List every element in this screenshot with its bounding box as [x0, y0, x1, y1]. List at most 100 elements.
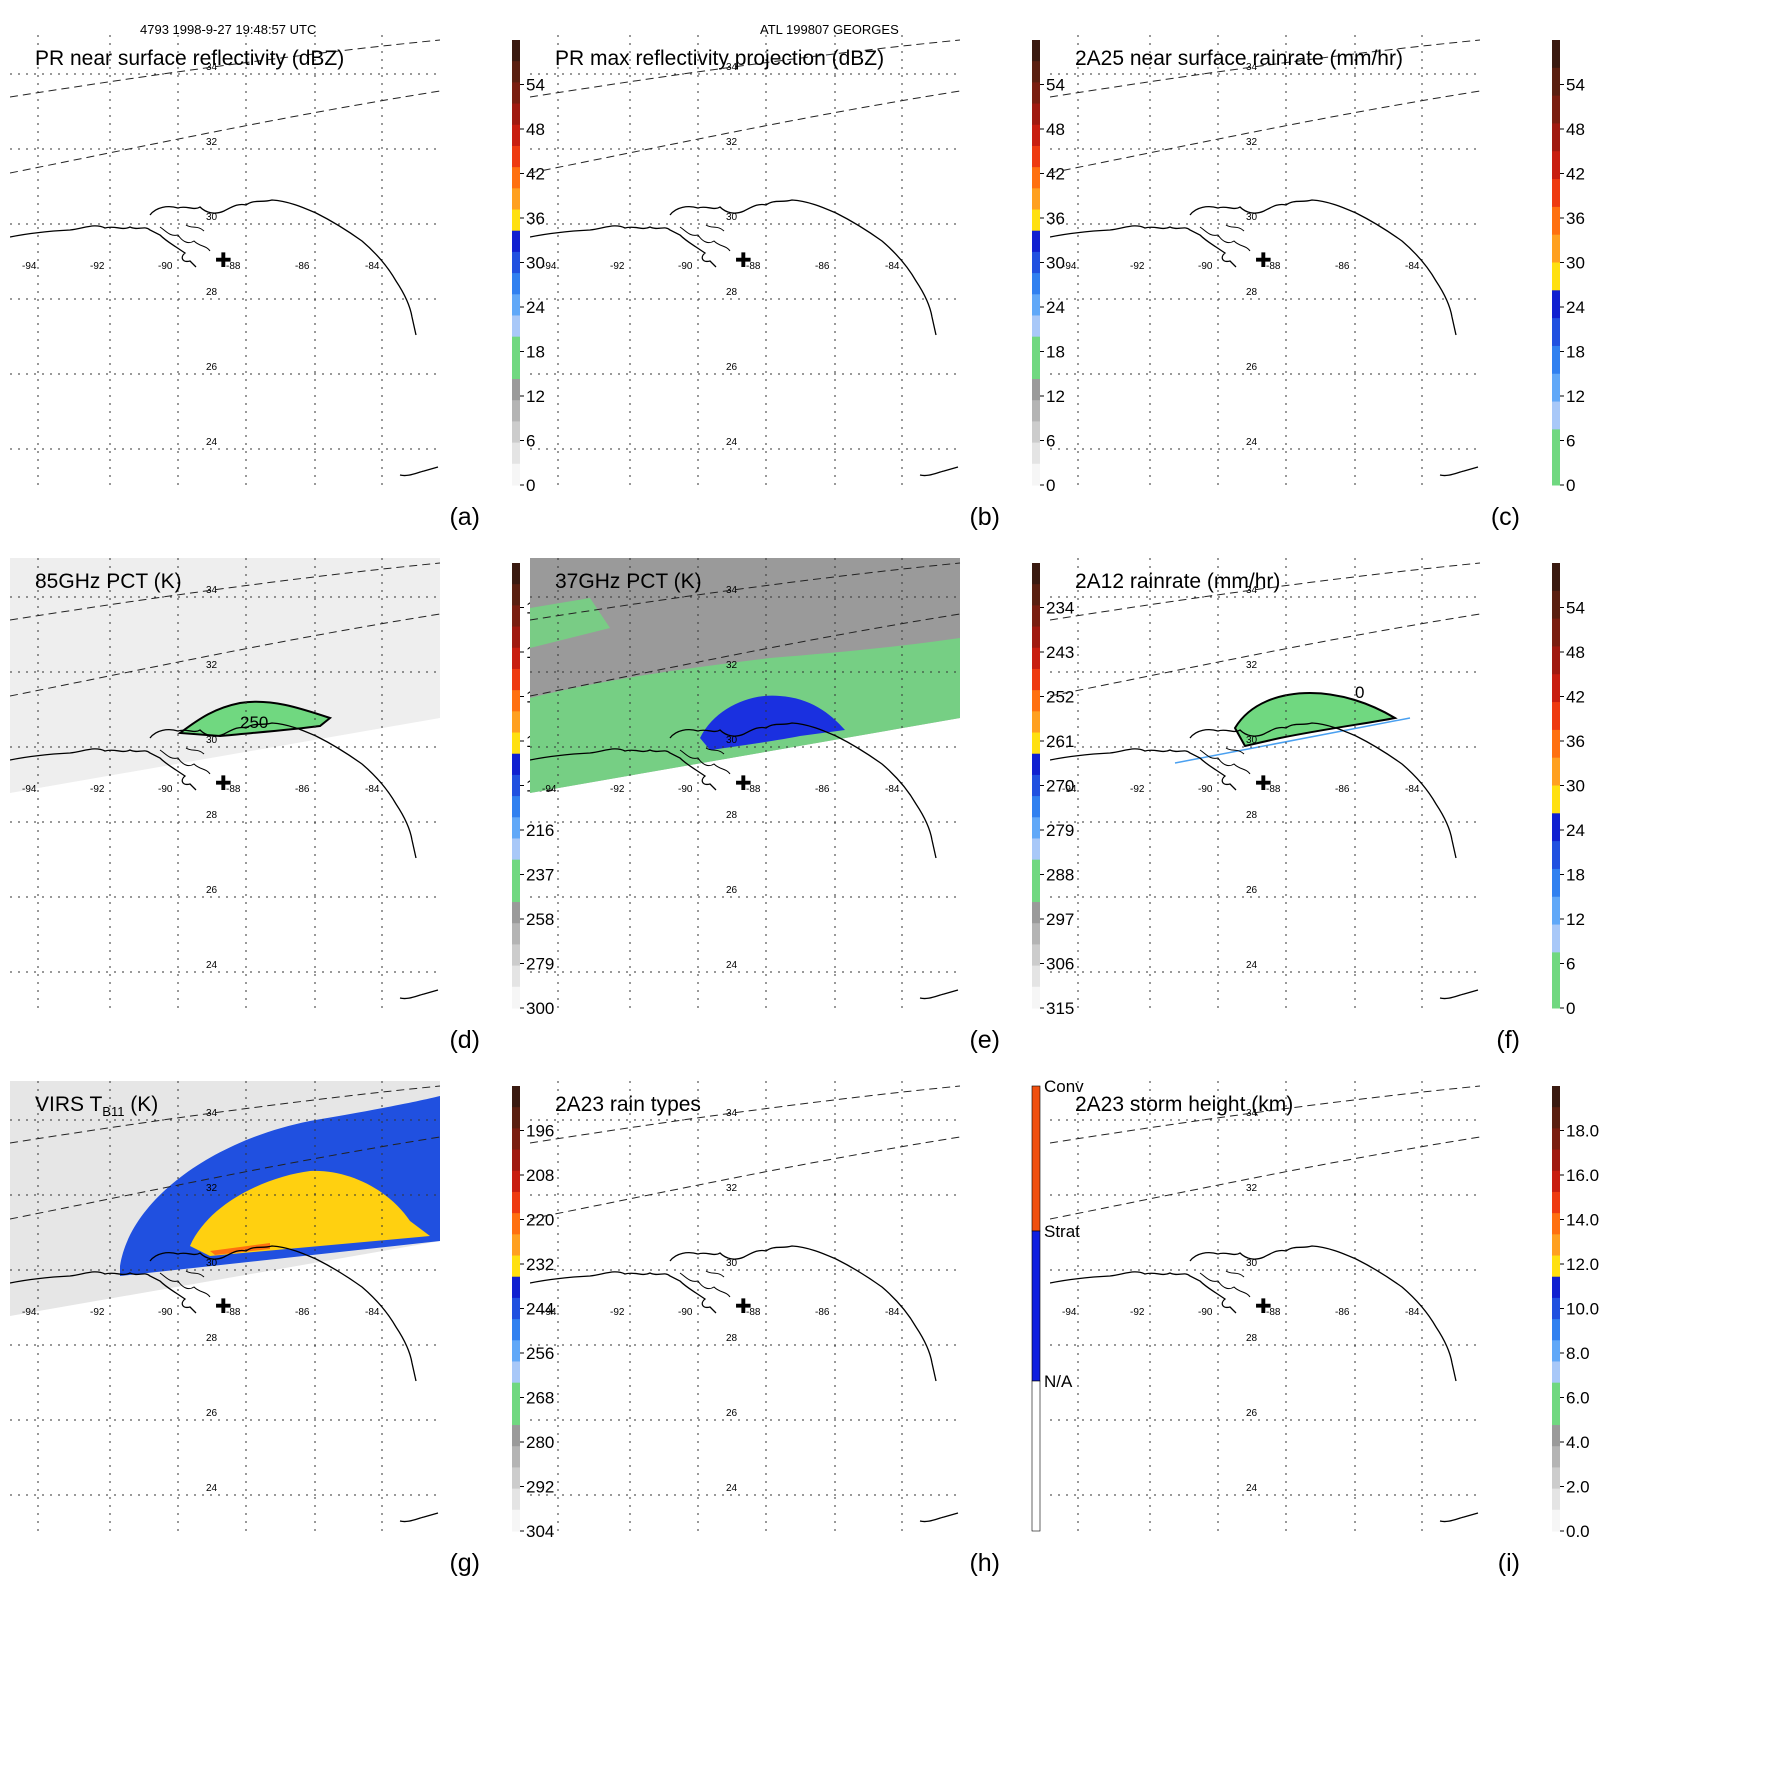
panel-e: ✚ 34 32 30 28 26 24 -94 -92 -90 -88 -86 -84 37GHz PCT…: [530, 558, 1074, 1098]
swath-boundary: [1050, 613, 1481, 697]
colorbar-segment: [512, 442, 520, 465]
lat-tick-label: 34: [1246, 585, 1258, 596]
coldest-region: [190, 1170, 430, 1256]
lat-tick-label: 26: [726, 885, 738, 896]
swath-boundary: [10, 1085, 441, 1144]
swath-boundary: [530, 1136, 961, 1220]
colorbar-label: Strat: [1044, 1222, 1080, 1241]
lat-tick-label: 26: [726, 1408, 738, 1419]
colorbar-segment: [512, 188, 520, 211]
colorbar-label: 54: [1046, 76, 1065, 95]
lat-tick-label: 30: [1246, 735, 1258, 746]
colorbar-segment: [1552, 401, 1560, 430]
colorbar-segment: [1032, 838, 1040, 861]
orange-spot: [210, 1243, 270, 1255]
colorbar-segment: [1552, 1425, 1560, 1447]
colorbar-segment: [1552, 896, 1560, 926]
panel-f: 0 ✚ 34 32 30 28 26 24 -94 -92 -90 -88 -86 -84 2A12 rai…: [1050, 558, 1585, 1098]
colorbar: 54 48 42 36 30 24 18 12 6 0: [1032, 35, 1092, 565]
colorbar-segment: [1032, 40, 1040, 62]
colorbar-segment: [1032, 167, 1040, 189]
colorbar: 18.0 16.0 14.0 12.0 10.0 8.0 6.0 4.0 2.0 0.0: [1552, 1081, 1612, 1611]
colorbar-label: 36: [1046, 209, 1065, 228]
colorbar-label: 30: [1566, 777, 1585, 796]
lon-tick-label: -88: [1266, 261, 1281, 272]
panel-label: (b): [969, 503, 1000, 531]
colorbar-segment: [1552, 841, 1560, 870]
colorbar-label: 279: [526, 955, 554, 974]
colorbar-segment: [512, 357, 520, 380]
colorbar-segment: [1552, 234, 1560, 263]
lon-tick-label: -92: [610, 1307, 625, 1318]
lat-tick-label: 26: [1246, 885, 1258, 896]
colorbar-segment: [512, 880, 520, 903]
colorbar-segment: [1032, 336, 1040, 359]
colorbar-segment: [1032, 251, 1040, 274]
colorbar-label: 48: [1566, 643, 1585, 662]
lat-tick-label: 28: [206, 810, 218, 821]
colorbar-segment: [512, 1213, 520, 1235]
lat-tick-label: 34: [726, 585, 738, 596]
panel-title: VIRS TB11 (K): [35, 1093, 159, 1120]
lon-tick-label: -92: [1130, 261, 1145, 272]
lon-tick-label: -88: [1266, 784, 1281, 795]
colorbar-segment: [512, 647, 520, 670]
colorbar-segment: [512, 626, 520, 649]
map-h: ✚ 34 32 30 28 26 24 -94 -92 -90 -88 -86 -84: [530, 1081, 961, 1531]
colorbar-segment: [1552, 813, 1560, 842]
colorbar-segment: [512, 1128, 520, 1151]
colorbar-segment: [1032, 796, 1040, 818]
storm-center-icon: ✚: [735, 1294, 752, 1318]
colorbar-segment: [1552, 729, 1560, 759]
colorbar-segment: [1032, 400, 1040, 422]
colorbar-segment: [1552, 262, 1560, 291]
colorbar-segment: [1031, 1380, 1041, 1532]
map-b: ✚ 34 32 30 28 26 24 -94 -92 -90 -88 -86 -84: [530, 35, 961, 485]
panel-title-unit: (K): [124, 1093, 159, 1116]
colorbar-label: 196: [526, 1122, 554, 1141]
colorbar-label: 0: [1046, 476, 1055, 495]
lon-tick-label: -86: [295, 261, 310, 272]
colorbar-segment: [1552, 980, 1560, 1009]
colorbar-segment: [1552, 1255, 1560, 1278]
colorbar-label: 42: [1566, 688, 1585, 707]
storm-center-icon: ✚: [1255, 248, 1272, 272]
panel-title: 85GHz PCT (K): [35, 570, 182, 593]
lon-tick-label: -86: [815, 261, 830, 272]
colorbar-label: 6: [1046, 432, 1055, 451]
colorbar-label: 36: [1566, 209, 1585, 228]
colorbar-segment: [512, 61, 520, 83]
lat-tick-label: 26: [1246, 1408, 1258, 1419]
lon-tick-label: -88: [746, 784, 761, 795]
colorbar-segment: [1552, 1107, 1560, 1129]
colorbar-label: 14.0: [1566, 1211, 1599, 1230]
panel-title: PR near surface reflectivity (dBZ): [35, 47, 345, 70]
colorbar-segment: [1552, 952, 1560, 981]
colorbar-segment: [1552, 1276, 1560, 1299]
colorbar-segment: [1552, 179, 1560, 208]
colorbar-segment: [1032, 82, 1040, 105]
colorbar-segment: [512, 1319, 520, 1341]
colorbar-segment: [512, 1107, 520, 1129]
colorbar-segment: [1032, 668, 1040, 691]
colorbar-segment: [1032, 421, 1040, 444]
colorbar-label: 36: [526, 209, 545, 228]
lon-tick-label: -88: [226, 784, 241, 795]
colorbar-segment: [1552, 563, 1560, 592]
panel-label: (e): [969, 1026, 1000, 1054]
lat-tick-label: 34: [726, 62, 738, 73]
colorbar-segment: [1032, 584, 1040, 606]
colorbar-label: 0: [1566, 999, 1575, 1018]
colorbar-segment: [1552, 1128, 1560, 1151]
colorbar-segment: [512, 1234, 520, 1257]
lon-tick-label: -92: [610, 261, 625, 272]
swath-edge-line: [1174, 717, 1411, 764]
colorbar-segment: [512, 838, 520, 861]
swath-boundary: [1050, 562, 1481, 621]
lon-tick-label: -92: [610, 784, 625, 795]
colorbar-label: 12: [526, 387, 545, 406]
lat-tick-label: 30: [726, 735, 738, 746]
colorbar-label: 300: [526, 999, 554, 1018]
swath-boundary: [1050, 1136, 1481, 1220]
delta-coast: [1199, 747, 1251, 775]
